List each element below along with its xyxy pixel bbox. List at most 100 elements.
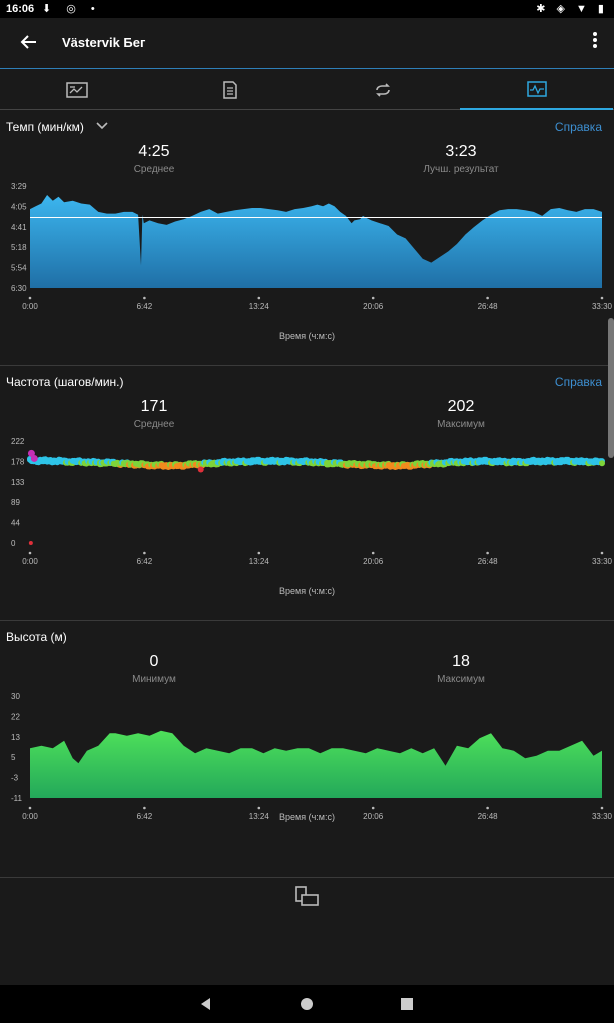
- elevation-x-tick-label: 0:00: [22, 812, 38, 821]
- pace-area-series: [30, 195, 602, 288]
- cadence-point: [599, 460, 605, 467]
- cadence-max-value: 202: [447, 398, 475, 415]
- rotate-screen-icon[interactable]: [294, 885, 320, 907]
- pace-best-value: 3:23: [445, 143, 477, 160]
- pace-x-tick-dot: [486, 296, 489, 300]
- pace-title[interactable]: Темп (мин/км): [6, 120, 109, 134]
- pace-x-tick-label: 13:24: [249, 302, 270, 311]
- cadence-help-link[interactable]: Справка: [554, 375, 602, 389]
- elevation-x-tick-label: 33:30: [592, 812, 613, 821]
- cadence-x-tick-dot: [371, 551, 375, 555]
- nav-home-icon[interactable]: [297, 994, 317, 1014]
- pace-x-tick-dot: [28, 296, 32, 300]
- elevation-x-tick-label: 6:42: [137, 812, 153, 821]
- elevation-min-value: 0: [149, 653, 159, 670]
- chevron-down-icon: [96, 122, 108, 130]
- system-icons: ✱ ◈ ▼ ▮: [536, 3, 608, 15]
- elevation-x-tick-label: 26:48: [478, 812, 499, 821]
- cadence-point: [28, 541, 33, 545]
- pace-help-link[interactable]: Справка: [554, 120, 602, 134]
- cadence-title: Частота (шагов/мин.): [6, 375, 124, 389]
- pace-average-label: Среднее: [133, 164, 175, 175]
- pace-chart: 3:29 4:05 4:41 5:18 5:54 6:30 0:00 6:42 13:24 20:…: [11, 182, 613, 311]
- cadence-x-axis-label: Время (ч:м:с): [279, 586, 335, 596]
- tab-details[interactable]: [153, 69, 306, 110]
- status-time: 16:06: [6, 3, 35, 15]
- pace-section: Темп (мин/км) Справка 4:25 Среднее 3:23 …: [0, 110, 614, 365]
- cadence-x-tick-label: 0:00: [22, 557, 38, 566]
- nav-back-icon[interactable]: [196, 994, 216, 1014]
- summary-icon: [65, 81, 88, 98]
- cadence-section: Частота (шагов/мин.) Справка 171 Среднее…: [0, 365, 614, 620]
- scrollbar-handle[interactable]: [608, 318, 614, 458]
- cadence-y-tick-label: 44: [11, 519, 20, 528]
- nav-recents-icon[interactable]: [397, 994, 417, 1014]
- cadence-point: [197, 466, 204, 473]
- elevation-max-value: 18: [452, 653, 470, 670]
- cadence-x-tick-label: 6:42: [137, 557, 153, 566]
- divider: [0, 620, 614, 621]
- elevation-x-tick-dot: [486, 806, 489, 810]
- elevation-x-tick-label: 13:24: [249, 812, 270, 821]
- app-bar: Västervik Бег: [0, 18, 614, 68]
- elevation-y-tick-label: -3: [11, 774, 19, 783]
- pace-y-tick-label: 3:29: [11, 182, 27, 191]
- elevation-x-axis-label: Время (ч:м:с): [279, 812, 335, 822]
- details-icon: [222, 80, 237, 99]
- more-menu-icon[interactable]: [590, 30, 600, 56]
- elevation-x-tick-dot: [143, 806, 146, 810]
- cadence-x-tick-dot: [600, 551, 604, 555]
- divider: [0, 365, 614, 366]
- pace-y-tick-label: 5:54: [11, 264, 27, 273]
- cadence-point: [30, 454, 38, 462]
- cadence-y-tick-label: 89: [11, 498, 20, 507]
- system-nav-bar: [0, 985, 614, 1023]
- elevation-y-tick-label: 30: [11, 692, 20, 701]
- pace-x-axis-label: Время (ч:м:с): [279, 331, 335, 341]
- cadence-y-tick-label: 178: [11, 457, 25, 466]
- activity-title: Västervik Бег: [62, 35, 146, 50]
- pace-x-tick-dot: [600, 296, 604, 300]
- pace-x-tick-dot: [371, 296, 375, 300]
- cadence-x-tick-label: 20:06: [363, 557, 384, 566]
- back-arrow-icon[interactable]: [14, 28, 42, 56]
- elevation-section: Высота (м) 0 Минимум 18 Максимум 30 22 13 5…: [0, 620, 614, 877]
- elevation-chart: 30 22 13 5 -3 -11 0:00 6:42 13:24 20:06 26:48 33:30: [11, 692, 613, 821]
- cadence-y-tick-label: 133: [11, 478, 25, 487]
- pace-x-tick-label: 20:06: [363, 302, 384, 311]
- bottom-strip: [0, 877, 614, 917]
- charts-icon: [526, 80, 547, 97]
- tab-charts[interactable]: [460, 69, 613, 110]
- elevation-y-tick-label: 13: [11, 733, 20, 742]
- cadence-x-tick-label: 13:24: [249, 557, 270, 566]
- pace-x-tick-label: 33:30: [592, 302, 613, 311]
- elevation-area-series: [30, 730, 602, 798]
- pace-y-tick-label: 4:05: [11, 202, 27, 211]
- pace-y-tick-label: 4:41: [11, 223, 27, 232]
- cadence-average-label: Среднее: [133, 419, 175, 430]
- pace-best-label: Лучш. результат: [423, 164, 499, 175]
- pace-average-value: 4:25: [138, 143, 170, 160]
- notification-icons: ⬇ ◎ •: [42, 3, 101, 15]
- cadence-average-value: 171: [140, 398, 168, 415]
- pace-x-tick-label: 0:00: [22, 302, 38, 311]
- status-bar: 16:06 ⬇ ◎ • ✱ ◈ ▼ ▮: [0, 0, 614, 18]
- laps-icon: [375, 82, 390, 97]
- cadence-max-label: Максимум: [437, 419, 485, 430]
- elevation-x-tick-dot: [600, 806, 604, 810]
- tab-laps[interactable]: [306, 69, 459, 110]
- pace-title-label: Темп (мин/км): [6, 120, 84, 134]
- elevation-x-tick-dot: [257, 806, 261, 810]
- pace-y-tick-label: 5:18: [11, 243, 27, 252]
- elevation-x-tick-dot: [28, 806, 32, 810]
- pace-x-tick-label: 26:48: [478, 302, 499, 311]
- cadence-x-tick-dot: [28, 551, 32, 555]
- pace-y-tick-label: 6:30: [11, 284, 27, 293]
- tab-summary[interactable]: [0, 69, 153, 110]
- cadence-x-tick-dot: [486, 551, 489, 555]
- elevation-title: Высота (м): [6, 630, 67, 644]
- elevation-x-tick-dot: [371, 806, 375, 810]
- cadence-x-tick-dot: [143, 551, 146, 555]
- cadence-y-tick-label: 0: [11, 539, 16, 548]
- elevation-min-label: Минимум: [132, 674, 176, 685]
